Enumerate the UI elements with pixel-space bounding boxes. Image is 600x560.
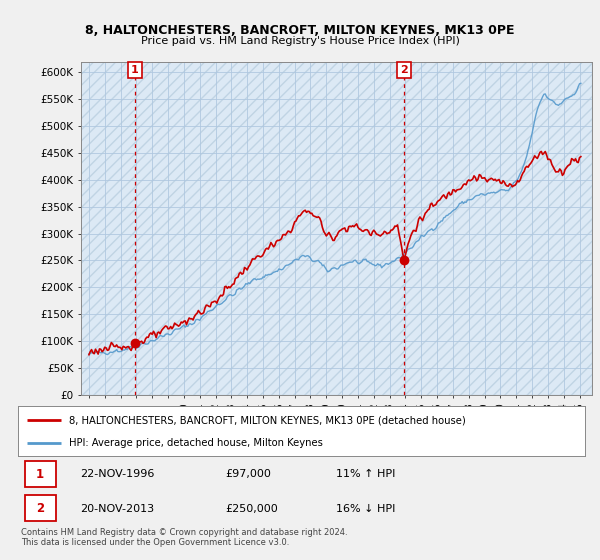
Text: 20-NOV-2013: 20-NOV-2013 xyxy=(80,504,154,514)
Text: £97,000: £97,000 xyxy=(225,469,271,479)
Text: 1: 1 xyxy=(36,468,44,481)
FancyBboxPatch shape xyxy=(25,495,56,521)
Point xyxy=(130,338,140,347)
Text: Price paid vs. HM Land Registry's House Price Index (HPI): Price paid vs. HM Land Registry's House … xyxy=(140,36,460,46)
Text: 16% ↓ HPI: 16% ↓ HPI xyxy=(335,504,395,514)
Text: Contains HM Land Registry data © Crown copyright and database right 2024.
This d: Contains HM Land Registry data © Crown c… xyxy=(21,528,347,547)
Point xyxy=(399,256,409,265)
Text: 8, HALTONCHESTERS, BANCROFT, MILTON KEYNES, MK13 0PE: 8, HALTONCHESTERS, BANCROFT, MILTON KEYN… xyxy=(85,24,515,36)
Text: 2: 2 xyxy=(400,65,408,75)
FancyBboxPatch shape xyxy=(25,460,56,487)
Text: 2: 2 xyxy=(36,502,44,515)
Text: 11% ↑ HPI: 11% ↑ HPI xyxy=(335,469,395,479)
Text: HPI: Average price, detached house, Milton Keynes: HPI: Average price, detached house, Milt… xyxy=(69,438,323,449)
Text: 8, HALTONCHESTERS, BANCROFT, MILTON KEYNES, MK13 0PE (detached house): 8, HALTONCHESTERS, BANCROFT, MILTON KEYN… xyxy=(69,415,466,425)
Text: 22-NOV-1996: 22-NOV-1996 xyxy=(80,469,155,479)
Text: £250,000: £250,000 xyxy=(225,504,278,514)
Text: 1: 1 xyxy=(131,65,139,75)
